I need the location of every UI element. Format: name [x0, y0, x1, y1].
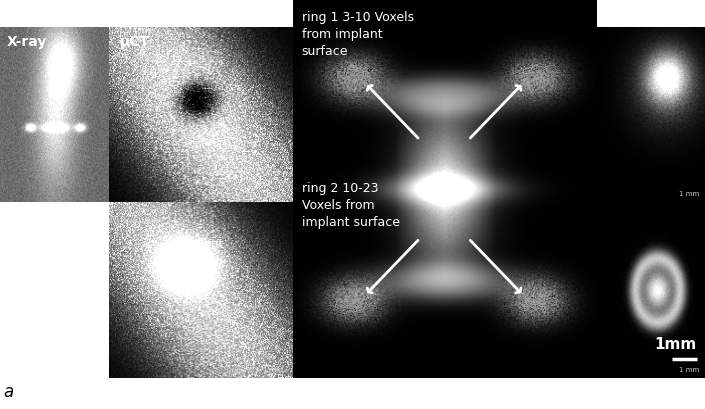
- Text: 1 mm: 1 mm: [680, 367, 699, 373]
- Text: 1mm: 1mm: [654, 337, 697, 352]
- Text: ring 1 3-10 Voxels
from implant
surface: ring 1 3-10 Voxels from implant surface: [302, 11, 414, 58]
- Text: a: a: [4, 383, 14, 401]
- Text: 1 mm: 1 mm: [680, 191, 699, 197]
- Text: 1 mm: 1 mm: [263, 191, 283, 197]
- Text: implant: implant: [177, 238, 225, 251]
- Text: ring 2 10-23
Voxels from
implant surface: ring 2 10-23 Voxels from implant surface: [302, 182, 400, 229]
- Text: 1 mm: 1 mm: [263, 367, 283, 373]
- Text: μCT: μCT: [121, 35, 150, 49]
- Text: X-ray: X-ray: [6, 35, 47, 49]
